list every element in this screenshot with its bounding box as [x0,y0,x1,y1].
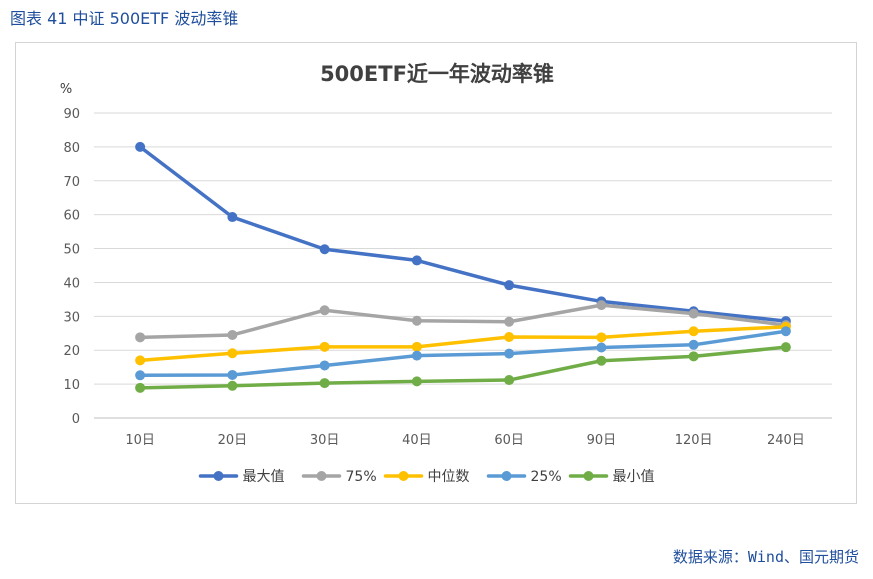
x-tick-label: 30日 [310,433,340,448]
data-point [688,351,699,362]
x-tick-label: 20日 [218,433,248,448]
data-point [227,369,238,380]
data-point [596,355,607,366]
data-point [504,316,515,327]
data-point [504,348,515,359]
data-point [688,339,699,350]
y-axis-unit-label: % [60,82,72,97]
legend-marker [316,471,327,481]
legend-marker [398,471,409,481]
data-point [411,255,422,266]
y-tick-label: 20 [63,344,80,359]
data-point [504,280,515,291]
data-point [780,342,791,353]
series-0 [135,141,791,327]
data-point [135,355,146,366]
x-tick-label: 240日 [767,433,805,448]
data-point [504,375,515,386]
chart-container: 500ETF近一年波动率锥 % 0 10 20 30 40 50 60 70 80 90 10日 20… [15,42,857,504]
series-line [138,329,788,378]
legend-label: 25% [531,469,562,485]
data-point [135,332,146,343]
legend-item: 75% [301,469,377,485]
legend-marker [501,471,512,481]
y-tick-label: 60 [63,209,80,224]
y-tick-label: 0 [72,412,80,427]
data-point [319,378,330,389]
legend-label: 最小值 [613,469,655,485]
legend-marker [583,471,594,481]
data-point [688,326,699,337]
series-line [138,345,788,390]
legend-item: 25% [486,469,562,485]
legend-label: 中位数 [428,469,470,485]
y-tick-label: 70 [63,175,80,190]
series-line [138,325,788,363]
data-point [596,332,607,343]
data-point [411,350,422,361]
data-point [411,376,422,387]
data-point [688,308,699,319]
source-note: 数据来源：Wind、国元期货 [672,548,859,566]
series-4 [135,342,791,393]
chart-title: 500ETF近一年波动率锥 [320,62,554,86]
series-2 [135,321,791,366]
y-tick-label: 10 [63,378,80,393]
legend-label: 75% [346,469,377,485]
legend-marker [213,471,224,481]
data-point [411,341,422,352]
x-tick-label: 120日 [675,433,713,448]
data-point [596,300,607,311]
y-tick-label: 90 [63,107,80,122]
legend-item: 最小值 [568,469,655,485]
y-tick-label: 80 [63,141,80,156]
data-point [596,342,607,353]
data-point [135,141,146,152]
data-point [227,212,238,223]
y-tick-label: 30 [63,310,80,325]
data-point [227,380,238,391]
y-tick-label: 50 [63,243,80,258]
series-line [138,303,788,340]
x-tick-label: 40日 [402,433,432,448]
x-tick-label: 90日 [587,433,617,448]
data-point [319,305,330,316]
data-point [227,329,238,340]
series-3 [135,326,791,381]
data-point [411,315,422,326]
legend-item: 最大值 [198,469,285,485]
data-point [780,326,791,337]
x-tick-label: 10日 [125,433,155,448]
data-point [319,244,330,255]
legend-label: 最大值 [243,469,285,485]
y-tick-label: 40 [63,276,80,291]
volatility-cone-chart: 500ETF近一年波动率锥 % 0 10 20 30 40 50 60 70 80 90 10日 20… [60,62,832,485]
legend-item: 中位数 [383,469,470,485]
figure-caption: 图表 41 中证 500ETF 波动率锥 [10,9,239,28]
data-point [135,382,146,393]
data-point [319,360,330,371]
series-line [138,145,788,323]
data-point [504,332,515,343]
data-point [227,348,238,359]
data-point [319,341,330,352]
data-point [135,370,146,381]
x-tick-label: 60日 [494,433,524,448]
